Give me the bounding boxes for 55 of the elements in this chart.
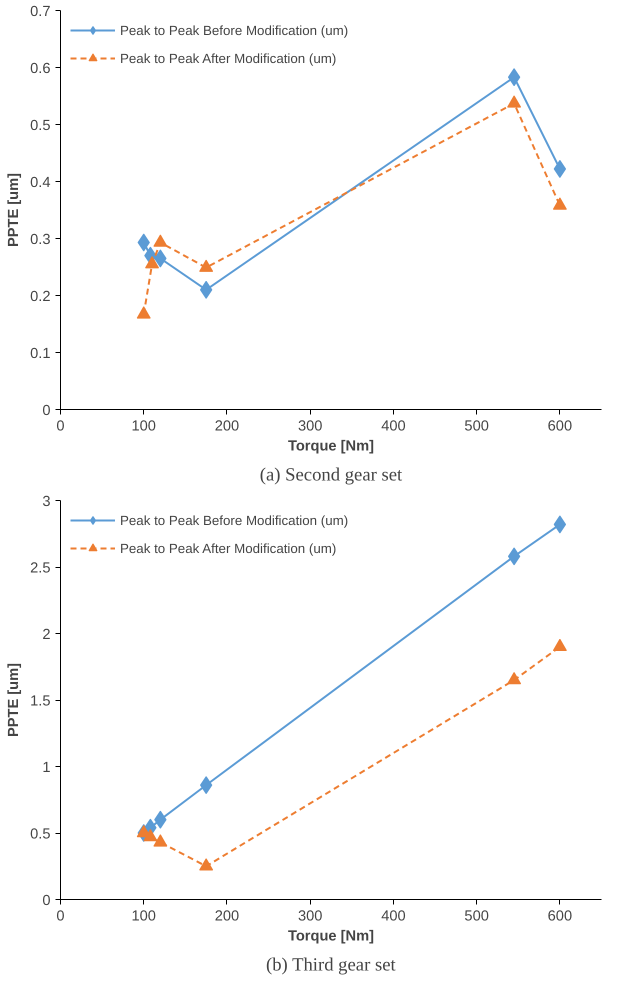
x-axis-title: Torque [Nm]	[288, 438, 374, 454]
x-tick-label: 100	[132, 418, 156, 434]
x-axis-title: Torque [Nm]	[288, 928, 374, 944]
point	[153, 234, 168, 247]
y-tick-label: 0	[42, 893, 51, 909]
x-tick-label: 500	[464, 908, 489, 924]
x-tick-label: 200	[214, 418, 240, 434]
y-tick-label: 0.7	[30, 4, 50, 20]
legend-label: Peak to Peak Before Modification (um)	[120, 512, 348, 528]
y-tick-label: 0.1	[30, 346, 50, 362]
x-tick-label: 300	[298, 908, 322, 924]
point	[508, 547, 520, 566]
y-tick-label: 0.3	[30, 232, 50, 248]
point	[154, 249, 167, 268]
point	[552, 638, 567, 652]
y-tick-label: 0.5	[30, 826, 50, 842]
point	[552, 197, 567, 210]
y-tick-label: 0.4	[30, 175, 50, 191]
x-tick-label: 400	[381, 908, 406, 924]
x-tick-label: 0	[56, 418, 65, 434]
point	[136, 306, 151, 319]
y-tick-label: 2	[42, 627, 51, 643]
x-tick-label: 0	[56, 908, 65, 924]
y-axis-title: PPTE [um]	[6, 662, 22, 738]
legend-label: Peak to Peak After Modification (um)	[120, 540, 336, 556]
point	[143, 828, 158, 842]
y-tick-label: 0.2	[30, 289, 50, 305]
point	[145, 256, 160, 268]
x-tick-label: 500	[464, 418, 489, 434]
y-tick-label: 2.5	[30, 560, 50, 576]
point	[507, 672, 522, 684]
x-tick-label: 300	[298, 418, 322, 434]
x-tick-label: 400	[381, 418, 406, 434]
y-tick-label: 1.5	[30, 694, 50, 710]
x-tick-label: 200	[214, 908, 240, 924]
text: (b) Third gear set	[266, 954, 396, 976]
y-tick-label: 0.5	[30, 118, 50, 134]
point	[554, 160, 566, 178]
x-tick-label: 600	[548, 908, 572, 924]
y-axis-title: PPTE [um]	[6, 172, 22, 248]
legend-label: Peak to Peak After Modification (um)	[120, 50, 336, 66]
point	[199, 858, 214, 871]
y-tick-label: 0	[42, 403, 51, 419]
point	[199, 260, 214, 272]
y-tick-label: 1	[42, 760, 51, 776]
y-tick-label: 0.6	[30, 61, 50, 77]
point	[200, 280, 212, 299]
legend-label: Peak to Peak Before Modification (um)	[120, 22, 348, 38]
text: (a) Second gear set	[260, 464, 404, 486]
x-tick-label: 100	[132, 908, 156, 924]
x-tick-label: 600	[548, 418, 572, 434]
point	[508, 68, 520, 86]
y-tick-label: 3	[42, 494, 51, 510]
point	[153, 834, 168, 847]
point	[554, 515, 566, 534]
